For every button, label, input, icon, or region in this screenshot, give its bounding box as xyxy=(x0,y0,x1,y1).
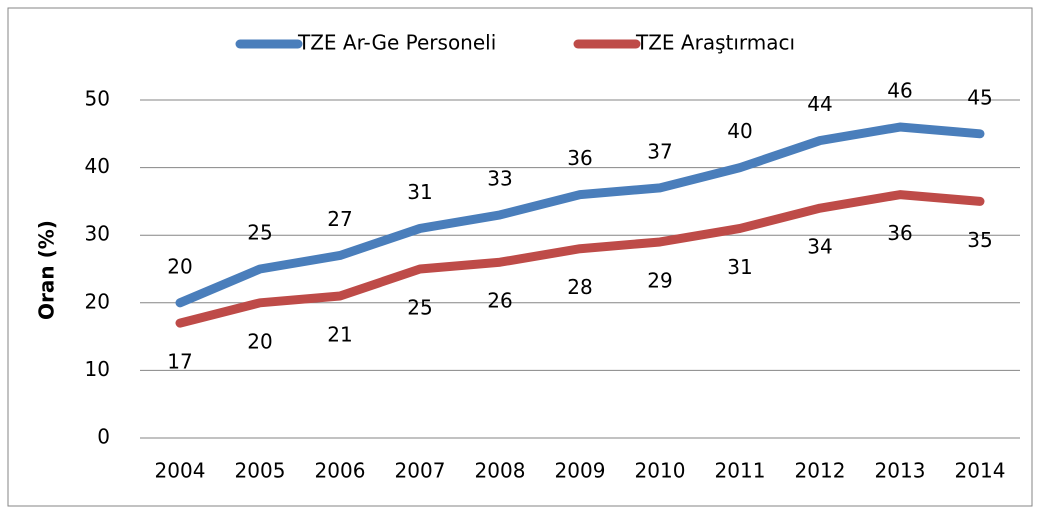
series-line xyxy=(175,190,985,328)
data-label: 26 xyxy=(487,289,512,313)
data-label: 25 xyxy=(407,296,432,320)
y-tick-label: 50 xyxy=(85,87,110,111)
y-tick-label: 40 xyxy=(85,154,110,178)
data-label: 25 xyxy=(247,221,272,245)
y-tick-label: 10 xyxy=(85,357,110,381)
x-tick-label: 2005 xyxy=(235,459,286,483)
legend-label: TZE Ar-Ge Personeli xyxy=(297,31,496,55)
x-tick-label: 2010 xyxy=(635,459,686,483)
data-label: 33 xyxy=(487,166,512,190)
data-label: 46 xyxy=(887,79,912,103)
x-tick-label: 2006 xyxy=(315,459,366,483)
y-tick-label: 30 xyxy=(85,222,110,246)
data-label: 31 xyxy=(727,255,752,279)
data-label: 29 xyxy=(647,268,672,292)
data-label: 17 xyxy=(167,350,192,374)
x-tick-label: 2014 xyxy=(955,459,1006,483)
x-tick-label: 2012 xyxy=(795,459,846,483)
data-label: 20 xyxy=(167,254,192,278)
data-label: 36 xyxy=(567,146,592,170)
data-label: 31 xyxy=(407,180,432,204)
x-tick-label: 2007 xyxy=(395,459,446,483)
series-line xyxy=(175,122,985,308)
y-tick-label: 20 xyxy=(85,289,110,313)
data-label: 44 xyxy=(807,92,832,116)
data-label: 34 xyxy=(807,235,832,259)
data-label: 20 xyxy=(247,329,272,353)
x-tick-label: 2008 xyxy=(475,459,526,483)
x-tick-label: 2013 xyxy=(875,459,926,483)
data-label: 27 xyxy=(327,207,352,231)
data-label: 37 xyxy=(647,139,672,163)
x-tick-label: 2004 xyxy=(155,459,206,483)
x-tick-label: 2011 xyxy=(715,459,766,483)
y-axis-title: Oran (%) xyxy=(35,220,59,320)
data-label: 21 xyxy=(327,323,352,347)
y-tick-label: 0 xyxy=(97,425,110,449)
data-label: 28 xyxy=(567,275,592,299)
legend-label: TZE Araştırmacı xyxy=(635,31,795,55)
data-label: 40 xyxy=(727,119,752,143)
data-label: 36 xyxy=(887,221,912,245)
data-label: 35 xyxy=(967,228,992,252)
data-label: 45 xyxy=(967,85,992,109)
x-tick-label: 2009 xyxy=(555,459,606,483)
